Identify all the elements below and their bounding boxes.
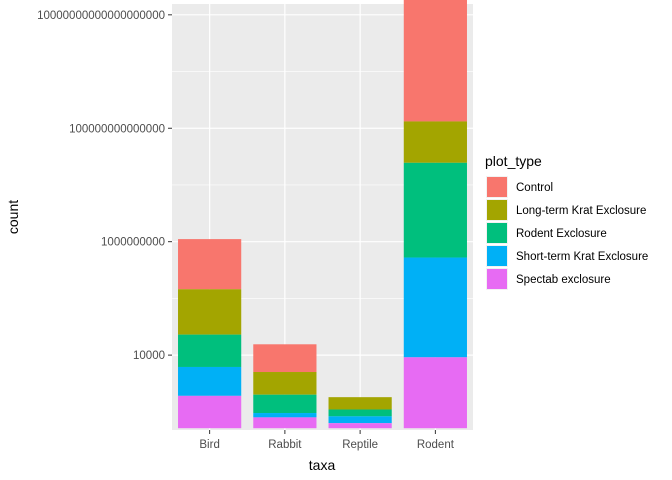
bar-segment xyxy=(403,0,467,122)
bar-segment xyxy=(178,395,242,429)
y-tick-label: 10000 xyxy=(133,350,165,362)
bar-segment xyxy=(253,394,317,414)
x-axis: Bird Rabbit Reptile Rodent xyxy=(199,430,455,451)
legend: plot_type Control Long-term Krat Exclosur… xyxy=(485,153,648,290)
legend-label: Short-term Krat Exclosure xyxy=(516,251,648,263)
y-tick-label: 100000000000000 xyxy=(69,123,165,135)
legend-swatch xyxy=(487,269,507,289)
x-axis-title: taxa xyxy=(309,457,336,473)
bar-segment xyxy=(328,397,392,410)
bar-segment xyxy=(403,357,467,429)
legend-label: Control xyxy=(516,182,553,194)
x-tick-label: Rabbit xyxy=(268,439,302,451)
bar-segment xyxy=(403,121,467,163)
y-axis-title: count xyxy=(5,200,21,234)
y-axis: 10000 1000000000 100000000000000 1000000000… xyxy=(37,10,172,362)
bar-segment xyxy=(328,409,392,417)
bar-segment xyxy=(328,423,392,429)
bar-segment xyxy=(253,417,317,429)
bar-segment xyxy=(403,162,467,258)
x-tick-label: Reptile xyxy=(342,439,378,451)
bar-segment xyxy=(178,334,242,367)
legend-label: Spectab exclosure xyxy=(516,274,611,286)
bars xyxy=(178,0,467,429)
legend-swatch xyxy=(487,200,507,220)
bar-segment xyxy=(178,366,242,396)
bar-segment xyxy=(253,413,317,418)
legend-title: plot_type xyxy=(485,153,542,169)
bar-segment xyxy=(328,416,392,424)
bar-segment xyxy=(403,257,467,358)
x-tick-label: Rodent xyxy=(417,439,455,451)
bar-segment xyxy=(253,372,317,395)
y-tick-label: 10000000000000000000 xyxy=(37,10,165,22)
legend-label: Rodent Exclosure xyxy=(516,228,607,240)
bar-segment xyxy=(253,344,317,373)
legend-swatch xyxy=(487,177,507,197)
y-tick-label: 1000000000 xyxy=(101,237,165,249)
legend-swatch xyxy=(487,223,507,243)
legend-label: Long-term Krat Exclosure xyxy=(516,205,646,217)
bar-segment xyxy=(178,239,242,290)
bar-segment xyxy=(178,289,242,335)
x-tick-label: Bird xyxy=(199,439,219,451)
legend-swatch xyxy=(487,246,507,266)
